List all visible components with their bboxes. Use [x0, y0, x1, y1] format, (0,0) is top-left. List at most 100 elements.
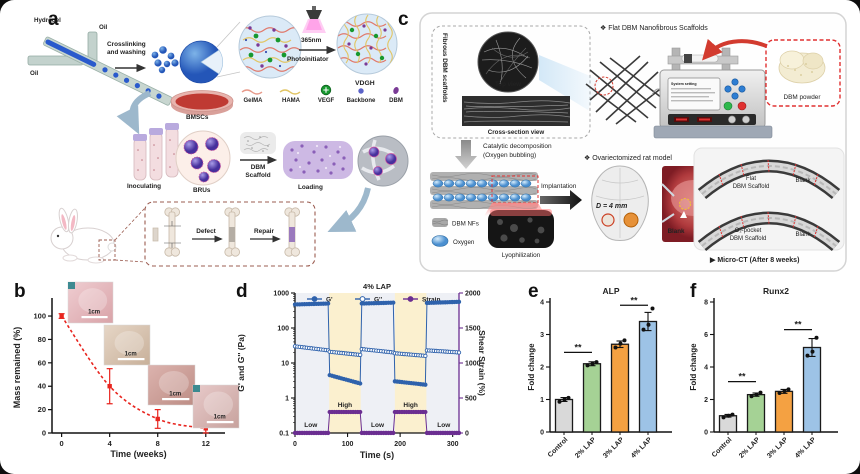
- label-hydrogel: Hydrogel: [34, 17, 61, 24]
- zoom-line: [216, 71, 241, 78]
- data-dot: [590, 361, 595, 366]
- label-system-setting: System setting: [671, 82, 697, 86]
- d-ylabel-right: Shear Strain (%): [477, 330, 485, 396]
- label-oil-top: Oil: [99, 24, 108, 31]
- microfluidic-chip-icon: [27, 31, 173, 106]
- chart-f-x-label: Control: [711, 436, 734, 459]
- d-high-band: [394, 293, 427, 433]
- label-bmscs: BMSCs: [186, 114, 209, 121]
- micro-ct-card: [693, 147, 845, 252]
- d-ylabel-left: G' and G'' (Pa): [236, 334, 246, 392]
- d-high-band: [329, 293, 361, 433]
- label-top-view: Top view: [495, 81, 521, 88]
- chart-runx2: 0 2 4 6 8 Runx2 Fold change Control 2% LAP 3% LAP…: [689, 286, 838, 460]
- data-dot: [810, 349, 815, 354]
- chart-f-title: Runx2: [763, 286, 789, 296]
- d-yl-tick: 1: [285, 396, 289, 403]
- data-dot: [562, 397, 567, 402]
- flow-arrow-icon: [116, 90, 152, 135]
- data-dot: [777, 391, 782, 395]
- skull-icon: [591, 165, 649, 241]
- d-yr-tick: 1500: [465, 326, 481, 333]
- bar-Control: [554, 398, 574, 433]
- b-y-tick: 40: [38, 382, 46, 391]
- scaffold-zoom-icon: [357, 135, 409, 187]
- label-vdgh: VDGH: [355, 80, 375, 87]
- label-photoinitiator: Photoinitiator: [287, 56, 329, 63]
- bar-2% LAP: [746, 393, 766, 433]
- bar-4% LAP: [638, 320, 658, 433]
- panel-letter-a: a: [48, 9, 59, 30]
- d-legend-label: G': [326, 297, 333, 304]
- d-yl-tick: 1000: [273, 291, 289, 298]
- label-dbm-scaffold-1: DBM: [251, 164, 266, 171]
- microsphere-cutaway-icon: [179, 40, 223, 84]
- bar-3% LAP: [610, 343, 630, 433]
- panel-letter-e: e: [528, 281, 539, 302]
- b-y-tick: 80: [38, 335, 46, 344]
- chart-f-x-label: 4% LAP: [794, 436, 818, 460]
- b-ylabel: Mass remained (%): [12, 327, 22, 409]
- chart-e-y-tick: 2: [540, 365, 544, 372]
- b-y-tick: 100: [33, 312, 46, 321]
- label-dbm-scaffold-2: Scaffold: [245, 172, 270, 179]
- b-y-tick: 0: [42, 429, 46, 438]
- d-yr-tick: 0: [465, 431, 469, 438]
- data-dot: [730, 412, 735, 417]
- chart-e-ylabel: Fold change: [527, 343, 536, 391]
- vegf-icon: [320, 84, 332, 96]
- data-dot: [758, 390, 763, 395]
- data-dot: [814, 335, 819, 340]
- b-point: [203, 426, 208, 431]
- chart-f-y-tick: 2: [704, 397, 708, 404]
- label-loading: Loading: [298, 184, 323, 191]
- hydrogel-network-icon: [238, 15, 302, 79]
- chart-e-x-label: 2% LAP: [574, 436, 598, 460]
- chart-e-y-tick: 1: [540, 397, 544, 404]
- label-oil-left: Oil: [30, 70, 39, 77]
- b-point: [59, 313, 64, 319]
- electrospinning-machine-icon: [653, 47, 773, 139]
- label-hama: HAMA: [282, 98, 301, 104]
- label-oxygen: Oxygen: [453, 239, 475, 246]
- label-repair: Repair: [254, 228, 274, 235]
- d-xlabel: Time (s): [360, 450, 394, 460]
- dbm-nfs-icon: [432, 218, 449, 227]
- label-brus: BRUs: [193, 187, 211, 194]
- chart-e-x-label: 3% LAP: [602, 436, 626, 460]
- label-ct-o2-2: DBM Scaffold: [730, 236, 767, 242]
- label-365nm: 365nm: [301, 37, 322, 44]
- d-yl-tick: 100: [277, 326, 289, 333]
- bar-3% LAP: [774, 390, 794, 433]
- d-zone-label: Low: [437, 422, 451, 429]
- data-dot: [641, 327, 646, 332]
- d-zone-label: High: [338, 402, 352, 409]
- data-dot: [726, 413, 731, 418]
- label-cross-section: Cross-section view: [488, 129, 545, 136]
- d-yr-tick: 1000: [465, 361, 481, 368]
- label-dbm: DBM: [389, 98, 403, 104]
- b-xlabel: Time (weeks): [110, 449, 166, 459]
- backbone-icon: [358, 88, 364, 94]
- b-point: [155, 416, 160, 422]
- panel-letter-d: d: [236, 281, 248, 302]
- data-dot: [622, 338, 627, 343]
- label-gelma: GelMA: [243, 98, 263, 104]
- data-dot: [594, 360, 599, 365]
- label-ct-o2-1: O₂-pocket: [735, 228, 762, 234]
- sem-cross-section-icon: [462, 96, 571, 126]
- d-yl-tick: 0.1: [279, 431, 289, 438]
- chart-e-x-label: 4% LAP: [630, 436, 654, 460]
- label-lyophilization: Lyophilization: [502, 252, 541, 259]
- chart-e-y-tick: 3: [540, 332, 544, 339]
- b-inset-photo: 1cm: [147, 364, 196, 406]
- label-implantation: Implantation: [541, 183, 577, 190]
- d-zone-label: Low: [371, 422, 385, 429]
- chart-f-ylabel: Fold change: [689, 343, 698, 391]
- chart-e-title: ALP: [603, 286, 620, 296]
- label-dbm-powder: DBM powder: [784, 94, 822, 101]
- dbm-powder-icon: [765, 39, 841, 107]
- label-photo-blank: Blank: [668, 228, 685, 235]
- hama-icon: [279, 89, 301, 95]
- vegf-dots: [248, 33, 287, 63]
